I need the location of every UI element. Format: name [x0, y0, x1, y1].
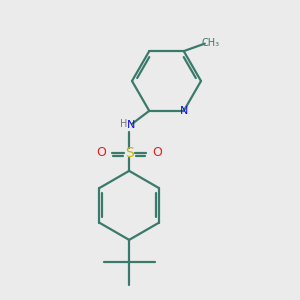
Text: N: N — [127, 120, 135, 130]
Text: N: N — [180, 106, 188, 116]
Text: H: H — [120, 119, 127, 129]
Text: CH₃: CH₃ — [202, 38, 220, 48]
Text: O: O — [96, 146, 106, 159]
Text: O: O — [152, 146, 162, 159]
Text: S: S — [125, 146, 134, 160]
